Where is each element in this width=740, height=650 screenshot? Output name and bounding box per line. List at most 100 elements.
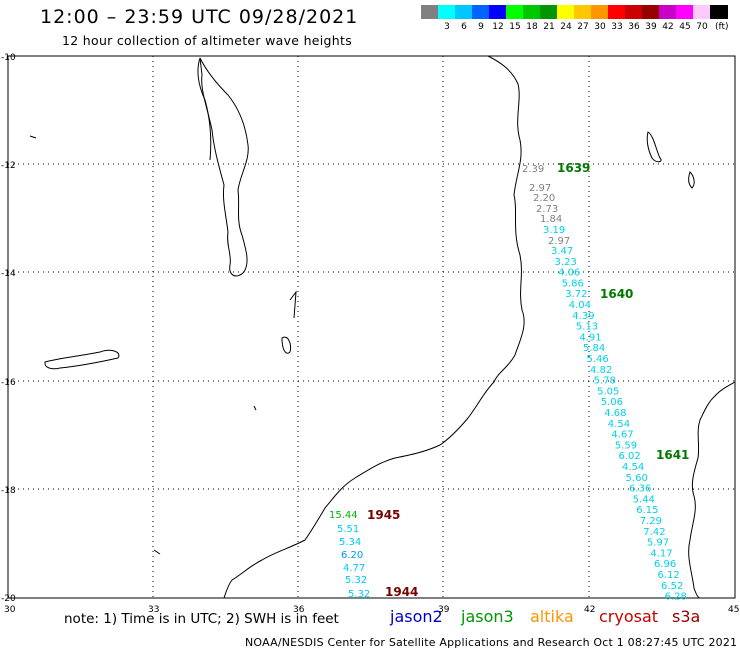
swh-value: 6.28 xyxy=(665,592,687,603)
satellite-legend-item: cryosat xyxy=(599,607,659,626)
color-scale-label: 36 xyxy=(628,22,640,32)
swh-value: 5.32 xyxy=(345,575,367,586)
color-scale-label: 15 xyxy=(509,22,521,32)
swh-value: 3.72 xyxy=(565,289,587,300)
color-scale-swatch xyxy=(574,5,592,19)
color-scale-label: 45 xyxy=(679,22,691,32)
island-mark-1 xyxy=(29,135,37,139)
swh-value: 4.82 xyxy=(590,365,612,376)
lat-tick-label: -14 xyxy=(1,269,16,279)
swh-value: 2.73 xyxy=(536,204,558,215)
color-scale-label: 18 xyxy=(526,22,538,32)
color-scale-label: 3 xyxy=(444,22,450,32)
swh-value: 5.59 xyxy=(615,440,637,451)
color-scale-swatch xyxy=(523,5,541,19)
small-lake xyxy=(281,336,291,354)
lat-tick-label: -12 xyxy=(1,161,16,171)
swh-value: 7.29 xyxy=(640,516,662,527)
color-scale-label: 33 xyxy=(611,22,623,32)
lat-tick-label: -18 xyxy=(1,486,16,496)
satellite-legend-item: jason2 xyxy=(390,607,443,626)
swh-value: 5.51 xyxy=(337,524,359,535)
track-time-label: 1639 xyxy=(557,161,590,175)
chart-title: 12:00 – 23:59 UTC 09/28/2021 xyxy=(40,6,359,28)
swh-value: 5.13 xyxy=(576,322,598,333)
lake-north-shore xyxy=(197,57,212,161)
lon-tick-label: 45 xyxy=(728,605,739,615)
satellite-legend-item: jason3 xyxy=(461,607,514,626)
track-time-label: 1944 xyxy=(385,585,418,599)
chart-subtitle: 12 hour collection of altimeter wave hei… xyxy=(62,33,353,48)
comoros-island-2 xyxy=(688,171,695,189)
color-scale-swatch xyxy=(659,5,677,19)
color-scale-swatch xyxy=(676,5,694,19)
comoros-island-1 xyxy=(646,131,662,163)
swh-value: 6.96 xyxy=(654,559,676,570)
color-scale-swatch xyxy=(625,5,643,19)
swh-value: 3.23 xyxy=(555,257,577,268)
swh-value: 1.84 xyxy=(540,214,562,225)
color-scale-swatch xyxy=(591,5,609,19)
swh-value: 2.20 xyxy=(533,193,555,204)
lat-tick-labels: -10 -12 -14 -16 -18 -20 xyxy=(1,53,16,604)
swh-value: 4.04 xyxy=(569,300,591,311)
color-scale-label: 30 xyxy=(594,22,606,32)
swh-value: 4.68 xyxy=(604,408,626,419)
lon-tick-label: 39 xyxy=(438,605,450,615)
track-time-label: 1945 xyxy=(367,508,400,522)
lake-cahora-bassa xyxy=(44,349,120,370)
color-scale-swatch xyxy=(455,5,473,19)
swh-value: 2.97 xyxy=(548,236,570,247)
swh-value: 4.54 xyxy=(608,419,630,430)
swh-value: 6.15 xyxy=(636,505,658,516)
color-scale-swatch xyxy=(489,5,507,19)
color-scale-swatch xyxy=(642,5,660,19)
color-scale-label: 12 xyxy=(492,22,504,32)
track-time-label: 1640 xyxy=(600,287,633,301)
color-scale-swatch xyxy=(421,5,439,19)
color-scale-label: 42 xyxy=(662,22,674,32)
lat-tick-label: -16 xyxy=(1,378,16,388)
color-scale-swatch xyxy=(710,5,728,19)
swh-value: 4.06 xyxy=(558,268,580,279)
footer-note: note: 1) Time is in UTC; 2) SWH is in fe… xyxy=(64,611,339,627)
footer-credit: NOAA/NESDIS Center for Satellite Applica… xyxy=(245,636,738,649)
lat-tick-label: -10 xyxy=(1,53,16,63)
swh-value: 4.54 xyxy=(622,462,644,473)
track-time-label: 1641 xyxy=(656,448,689,462)
swh-value: 6.02 xyxy=(618,451,640,462)
swh-value: 5.05 xyxy=(597,386,619,397)
swh-value: 15.44 xyxy=(329,510,358,521)
swh-value: 4.67 xyxy=(611,430,633,441)
coastline xyxy=(29,55,736,599)
lon-tick-label: 42 xyxy=(584,605,595,615)
swh-value: 4.91 xyxy=(579,332,601,343)
river-mark xyxy=(289,290,297,319)
swh-value: 3.47 xyxy=(551,246,573,257)
color-scale-label: 70 xyxy=(696,22,708,32)
color-scale-label: 6 xyxy=(461,22,467,32)
swh-value: 2.39 xyxy=(522,164,544,175)
swh-value: 6.20 xyxy=(341,550,363,561)
satellite-legend-item: s3a xyxy=(672,607,701,626)
color-scale-swatch xyxy=(608,5,626,19)
island-mark-2 xyxy=(253,405,257,411)
color-scale-swatch xyxy=(557,5,575,19)
swh-value: 5.60 xyxy=(626,473,648,484)
swh-label-layer: 2.392.972.202.731.843.192.973.473.234.06… xyxy=(329,161,689,603)
swh-value: 5.34 xyxy=(339,537,361,548)
color-scale-label: 9 xyxy=(478,22,484,32)
swh-value: 2.97 xyxy=(529,183,551,194)
swh-value: 5.44 xyxy=(633,494,655,505)
swh-value: 7.42 xyxy=(643,527,665,538)
lon-tick-labels: 30 33 36 39 42 45 xyxy=(4,605,739,615)
color-scale-label: 21 xyxy=(543,22,555,32)
satellite-legend-item: altika xyxy=(530,607,574,626)
swh-value: 4.77 xyxy=(343,563,365,574)
color-scale-swatch xyxy=(472,5,490,19)
swh-value: 4.17 xyxy=(650,548,672,559)
lon-tick-label: 36 xyxy=(293,605,305,615)
lat-tick-label: -20 xyxy=(1,594,16,604)
color-scale-unit: (ft) xyxy=(715,22,729,32)
